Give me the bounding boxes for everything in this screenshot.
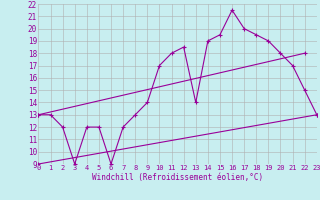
X-axis label: Windchill (Refroidissement éolien,°C): Windchill (Refroidissement éolien,°C)	[92, 173, 263, 182]
